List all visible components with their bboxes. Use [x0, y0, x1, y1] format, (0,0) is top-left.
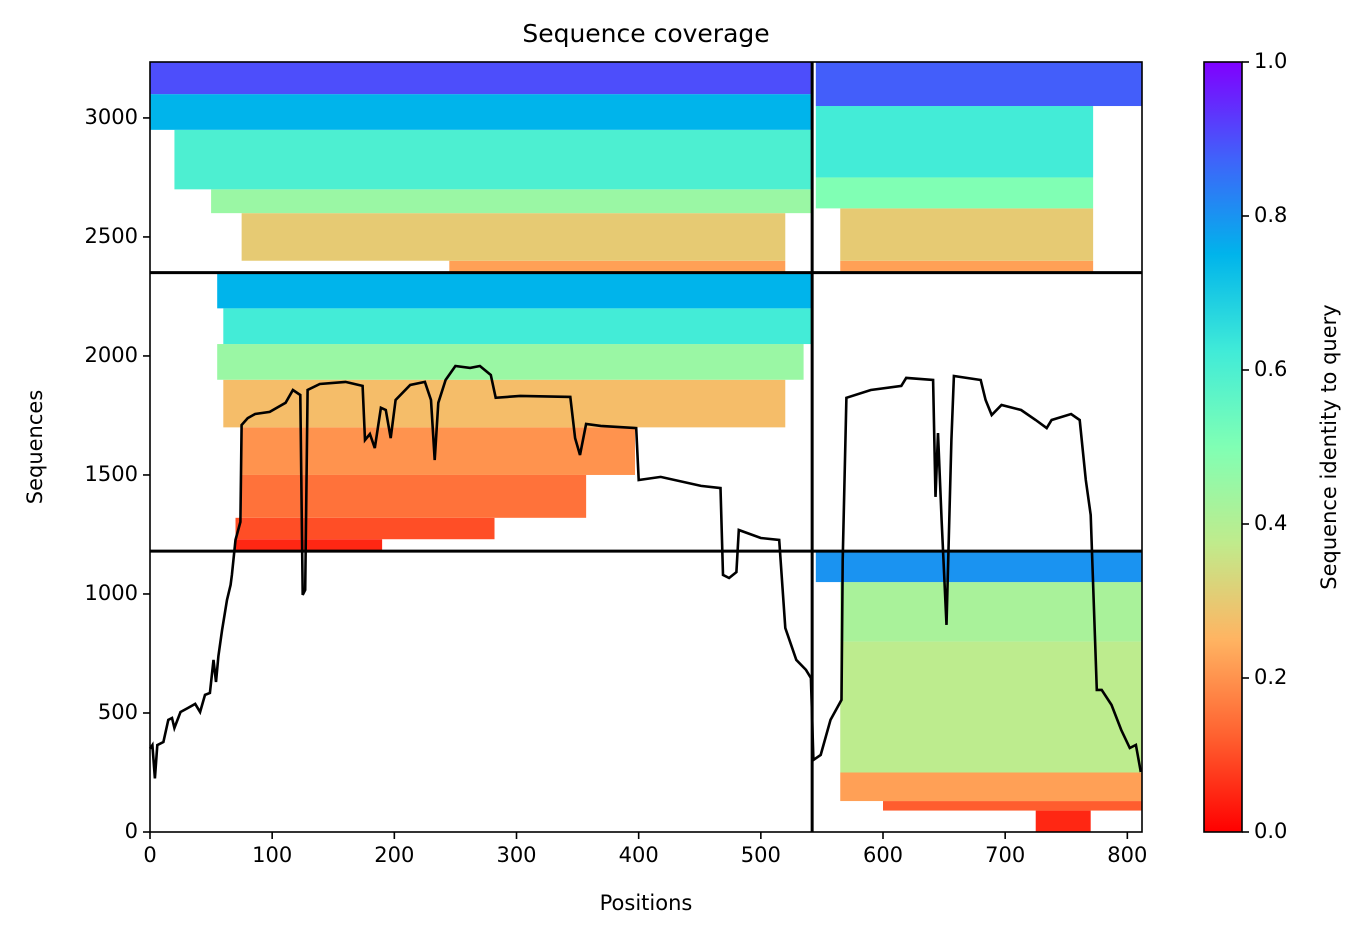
x-tick-label: 500	[741, 843, 781, 867]
x-axis-label: Positions	[600, 891, 693, 915]
coverage-block	[1035, 810, 1091, 832]
coverage-block	[883, 801, 1142, 811]
coverage-block	[150, 62, 813, 95]
colorbar-tick-label: 1.0	[1254, 49, 1287, 73]
chart-title: Sequence coverage	[522, 19, 769, 48]
colorbar	[1203, 61, 1243, 833]
coverage-block	[815, 177, 1094, 209]
x-tick-label: 300	[496, 843, 536, 867]
x-tick-label: 200	[374, 843, 414, 867]
y-tick-label: 1500	[85, 462, 138, 486]
coverage-block	[815, 106, 1094, 178]
colorbar-tick-label: 0.2	[1254, 665, 1287, 689]
coverage-block	[815, 62, 1142, 107]
coverage-block	[815, 551, 1142, 583]
y-tick-label: 2500	[85, 224, 138, 248]
y-tick-label: 500	[98, 700, 138, 724]
x-tick-label: 400	[619, 843, 659, 867]
coverage-block	[235, 539, 383, 552]
coverage-block	[840, 208, 1094, 261]
plot-frame	[149, 61, 1143, 833]
x-tick-label: 800	[1107, 843, 1147, 867]
coverage-block	[223, 379, 786, 428]
coverage-line	[148, 364, 1143, 779]
y-axis-label: Sequences	[23, 390, 47, 505]
coverage-block	[217, 272, 813, 309]
y-tick-label: 3000	[85, 105, 138, 129]
coverage-block	[211, 189, 813, 214]
x-tick-label: 100	[252, 843, 292, 867]
coverage-block	[241, 474, 587, 518]
coverage-block	[449, 260, 786, 273]
y-tick-label: 1000	[85, 581, 138, 605]
coverage-block	[840, 772, 1142, 802]
colorbar-label: Sequence identity to query	[1317, 304, 1341, 589]
colorbar-tick-label: 0.4	[1254, 511, 1287, 535]
coverage-block	[840, 260, 1094, 273]
y-tick-label: 0	[125, 819, 138, 843]
coverage-block	[241, 213, 786, 261]
coverage-block	[150, 94, 813, 130]
colorbar-tick-label: 0.8	[1254, 203, 1287, 227]
colorbar-tick-label: 0.6	[1254, 357, 1287, 381]
y-tick-label: 2000	[85, 343, 138, 367]
coverage-block	[217, 344, 804, 380]
x-tick-label: 700	[985, 843, 1025, 867]
coverage-block	[223, 308, 813, 345]
coverage-block	[235, 517, 495, 540]
coverage-block	[840, 641, 1142, 773]
coverage-block	[840, 582, 1142, 642]
x-tick-label: 600	[863, 843, 903, 867]
colorbar-tick-label: 0.0	[1254, 819, 1287, 843]
x-tick-label: 0	[143, 843, 156, 867]
coverage-block	[174, 129, 813, 190]
